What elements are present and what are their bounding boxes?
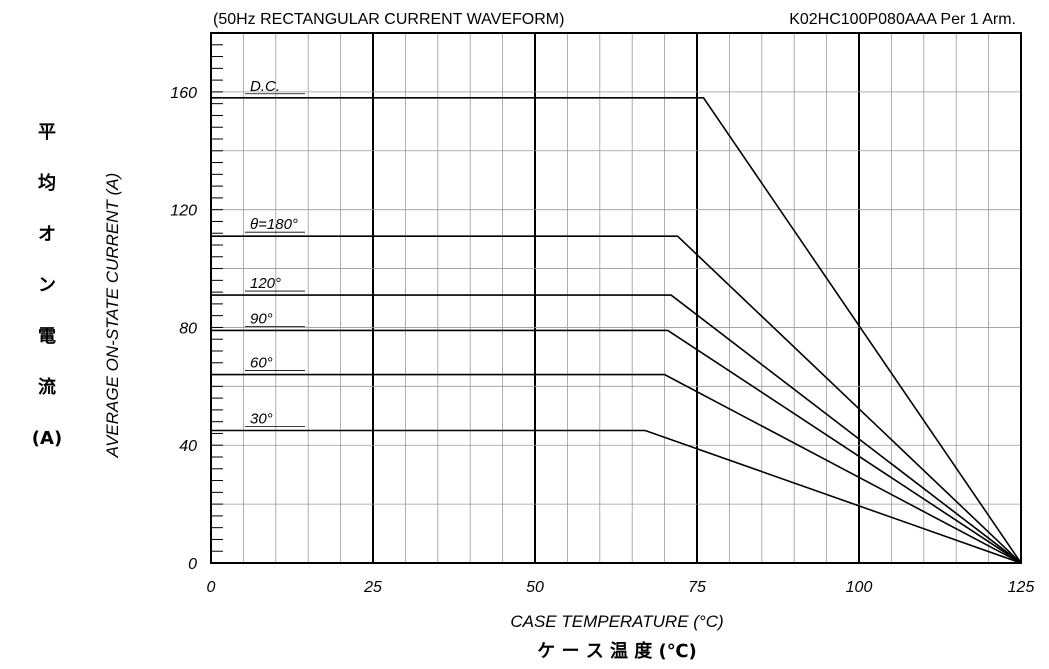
y-axis-title-jp-char: ン bbox=[38, 275, 56, 296]
label-layer: D.C. θ=180° 120° 90° 60° 30° bbox=[245, 78, 305, 428]
series-line bbox=[211, 235, 1022, 564]
series-line bbox=[211, 294, 1022, 564]
plot-frame bbox=[210, 32, 1022, 564]
series-label: θ=180° bbox=[250, 216, 298, 233]
series-label: 120° bbox=[250, 275, 281, 292]
x-tick-label: 50 bbox=[526, 579, 544, 596]
y-axis-title-jp-char: 電 bbox=[38, 326, 56, 347]
tick-layer: 0 25 50 75 100 125 0 40 80 120 160 bbox=[170, 85, 1034, 596]
y-axis-title: AVERAGE ON-STATE CURRENT (A) bbox=[103, 173, 122, 459]
series-layer bbox=[211, 97, 1022, 564]
x-tick-label: 0 bbox=[207, 579, 216, 596]
y-axis-title-jp-char: オ bbox=[38, 224, 56, 245]
y-tick-label: 0 bbox=[188, 556, 197, 573]
y-axis-title-jp-char: 均 bbox=[38, 172, 56, 194]
y-axis-title-jp-char: 平 bbox=[38, 122, 56, 143]
header-right: K02HC100P080AAA Per 1 Arm. bbox=[789, 11, 1016, 28]
y-axis-title-jp-char: (A) bbox=[32, 428, 62, 449]
series-label: 30° bbox=[250, 411, 273, 428]
x-tick-label: 25 bbox=[363, 579, 382, 596]
series-label: D.C. bbox=[250, 78, 280, 95]
series-label: 60° bbox=[250, 355, 273, 372]
series-line bbox=[211, 97, 1022, 564]
y-tick-label: 40 bbox=[179, 438, 197, 455]
series-line bbox=[211, 329, 1022, 564]
x-axis-title: CASE TEMPERATURE (°C) bbox=[510, 612, 723, 631]
y-tick-label: 120 bbox=[170, 203, 197, 220]
x-tick-label: 75 bbox=[688, 579, 706, 596]
x-tick-label: 125 bbox=[1008, 579, 1035, 596]
series-label: 90° bbox=[250, 310, 273, 327]
y-tick-label: 160 bbox=[170, 85, 197, 102]
x-tick-label: 100 bbox=[846, 579, 873, 596]
header-left: (50Hz RECTANGULAR CURRENT WAVEFORM) bbox=[213, 11, 564, 28]
x-axis-title-jp: ケ ー ス 温 度 (℃) bbox=[537, 640, 697, 662]
grid-layer bbox=[210, 32, 1022, 564]
y-tick-label: 80 bbox=[179, 320, 197, 337]
series-line bbox=[211, 373, 1022, 564]
y-axis-title-jp-char: 流 bbox=[38, 376, 56, 398]
series-line bbox=[211, 429, 1022, 564]
